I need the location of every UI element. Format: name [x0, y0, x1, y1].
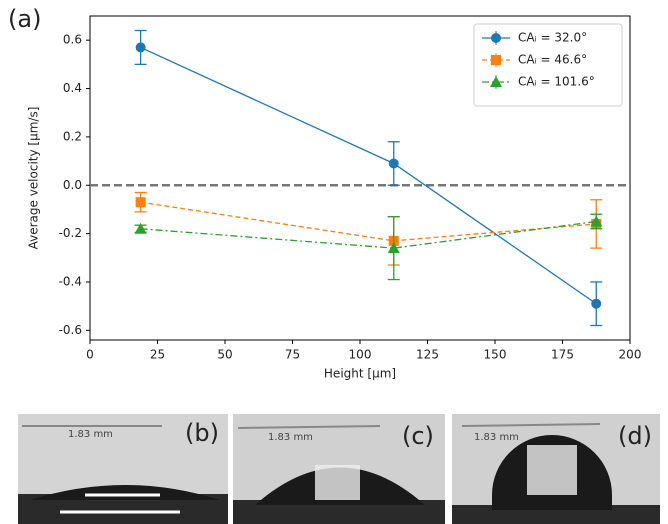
marker	[135, 42, 146, 53]
y-tick-label: 0.2	[63, 129, 82, 143]
scale-label: 1.83 mm	[268, 432, 313, 443]
y-axis-label: Average velocity [μm/s]	[27, 107, 41, 250]
photo-c	[233, 414, 445, 524]
y-tick-label: 0.0	[63, 178, 82, 192]
x-tick-label: 50	[217, 348, 232, 362]
scale-label: 1.83 mm	[474, 432, 519, 443]
series-line	[140, 220, 597, 249]
x-tick-label: 150	[484, 348, 507, 362]
y-tick-label: -0.4	[59, 274, 82, 288]
photo-b	[18, 414, 228, 524]
legend-key	[482, 31, 510, 45]
marker	[387, 242, 400, 254]
marker	[491, 55, 501, 65]
marker	[134, 222, 147, 234]
y-tick-label: -0.2	[59, 226, 82, 240]
marker	[491, 33, 501, 43]
scale-label: 1.83 mm	[68, 429, 113, 440]
photo-d	[452, 414, 660, 524]
marker	[490, 76, 502, 87]
x-axis-label: Height [μm]	[324, 367, 396, 381]
x-tick-label: 175	[551, 348, 574, 362]
marker	[590, 215, 603, 227]
marker	[388, 158, 399, 169]
x-tick-label: 200	[619, 348, 642, 362]
legend-label: CAᵢ = 101.6°	[518, 75, 595, 89]
y-tick-label: 0.6	[63, 33, 82, 47]
x-tick-label: 75	[285, 348, 300, 362]
marker	[591, 298, 602, 309]
legend-key	[482, 53, 510, 67]
legend-label: CAᵢ = 46.6°	[518, 53, 587, 67]
y-tick-label: -0.6	[59, 323, 82, 337]
panel-label: (a)	[8, 5, 41, 33]
panel-label: (b)	[185, 419, 219, 447]
x-tick-label: 0	[86, 348, 94, 362]
x-tick-label: 100	[349, 348, 372, 362]
panel-label: (c)	[402, 422, 434, 450]
x-tick-label: 125	[416, 348, 439, 362]
legend-key	[482, 75, 510, 89]
legend-box	[473, 23, 623, 107]
x-tick-label: 25	[150, 348, 165, 362]
panel-label: (d)	[618, 422, 652, 450]
legend-label: CAᵢ = 32.0°	[518, 31, 587, 45]
y-tick-label: 0.4	[63, 81, 82, 95]
series-line	[140, 201, 597, 242]
marker	[135, 197, 146, 208]
